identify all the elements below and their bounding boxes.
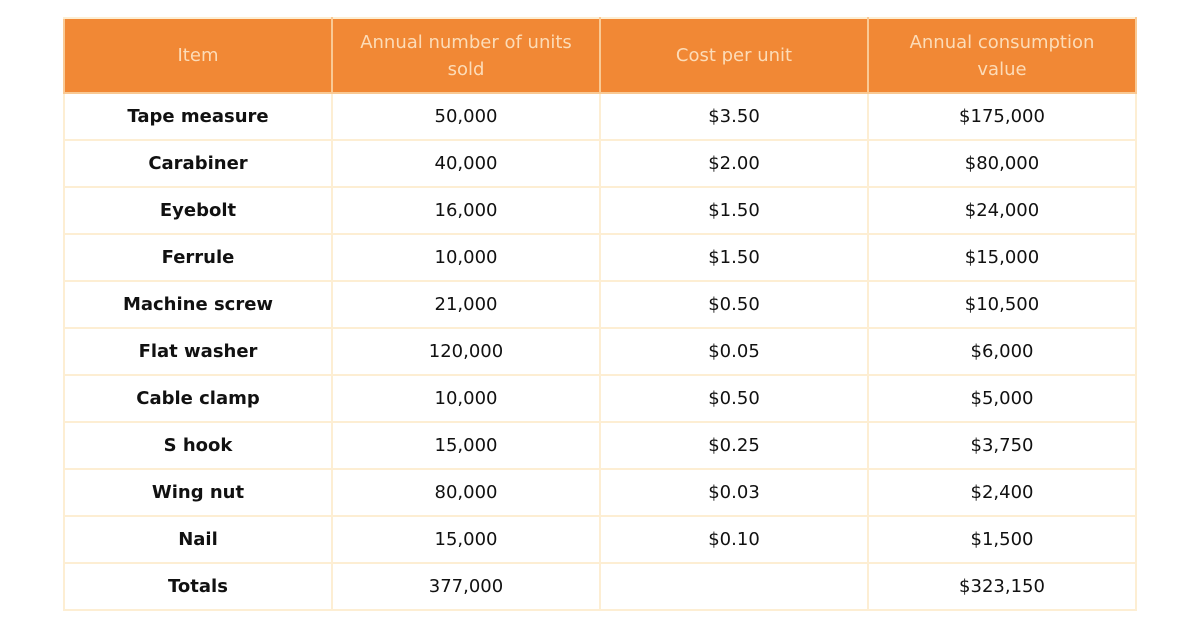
item-name: Wing nut [63,468,333,517]
units-sold: 10,000 [331,374,601,423]
table-row: Cable clamp 10,000 $0.50 $5,000 [63,374,1137,423]
units-sold: 40,000 [331,139,601,188]
units-sold: 120,000 [331,327,601,376]
totals-label: Totals [63,562,333,611]
item-name: Machine screw [63,280,333,329]
header-annual-consumption-value: Annual consumption value [867,17,1137,94]
units-sold: 15,000 [331,515,601,564]
cost-per-unit: $0.50 [599,280,869,329]
units-sold: 15,000 [331,421,601,470]
header-item: Item [63,17,333,94]
units-sold: 50,000 [331,92,601,141]
cost-per-unit: $2.00 [599,139,869,188]
table-row: Machine screw 21,000 $0.50 $10,500 [63,280,1137,329]
header-cost-per-unit: Cost per unit [599,17,869,94]
cost-per-unit: $3.50 [599,92,869,141]
cost-per-unit: $0.50 [599,374,869,423]
table-row: Carabiner 40,000 $2.00 $80,000 [63,139,1137,188]
consumption-value: $80,000 [867,139,1137,188]
table-row: Flat washer 120,000 $0.05 $6,000 [63,327,1137,376]
consumption-value: $15,000 [867,233,1137,282]
item-name: Ferrule [63,233,333,282]
table-body: Tape measure 50,000 $3.50 $175,000 Carab… [63,92,1137,611]
totals-row: Totals 377,000 $323,150 [63,562,1137,611]
table-row: Wing nut 80,000 $0.03 $2,400 [63,468,1137,517]
total-cost-per-unit [599,562,869,611]
total-consumption-value: $323,150 [867,562,1137,611]
item-name: Flat washer [63,327,333,376]
units-sold: 16,000 [331,186,601,235]
cost-per-unit: $0.05 [599,327,869,376]
units-sold: 10,000 [331,233,601,282]
table-row: S hook 15,000 $0.25 $3,750 [63,421,1137,470]
consumption-value: $3,750 [867,421,1137,470]
consumption-value: $5,000 [867,374,1137,423]
header-annual-units-sold: Annual number of units sold [331,17,601,94]
consumption-value: $6,000 [867,327,1137,376]
consumption-value-table: Item Annual number of units sold Cost pe… [63,17,1137,611]
header-row: Item Annual number of units sold Cost pe… [63,17,1137,94]
table-row: Eyebolt 16,000 $1.50 $24,000 [63,186,1137,235]
total-units-sold: 377,000 [331,562,601,611]
consumption-value: $175,000 [867,92,1137,141]
item-name: Eyebolt [63,186,333,235]
units-sold: 21,000 [331,280,601,329]
cost-per-unit: $0.10 [599,515,869,564]
table-row: Nail 15,000 $0.10 $1,500 [63,515,1137,564]
cost-per-unit: $0.25 [599,421,869,470]
cost-per-unit: $0.03 [599,468,869,517]
item-name: Cable clamp [63,374,333,423]
table-header: Item Annual number of units sold Cost pe… [63,17,1137,94]
item-name: Nail [63,515,333,564]
item-name: Tape measure [63,92,333,141]
consumption-value: $2,400 [867,468,1137,517]
consumption-value: $1,500 [867,515,1137,564]
item-name: Carabiner [63,139,333,188]
item-name: S hook [63,421,333,470]
units-sold: 80,000 [331,468,601,517]
cost-per-unit: $1.50 [599,233,869,282]
table-row: Tape measure 50,000 $3.50 $175,000 [63,92,1137,141]
table-row: Ferrule 10,000 $1.50 $15,000 [63,233,1137,282]
consumption-value: $24,000 [867,186,1137,235]
cost-per-unit: $1.50 [599,186,869,235]
consumption-value: $10,500 [867,280,1137,329]
